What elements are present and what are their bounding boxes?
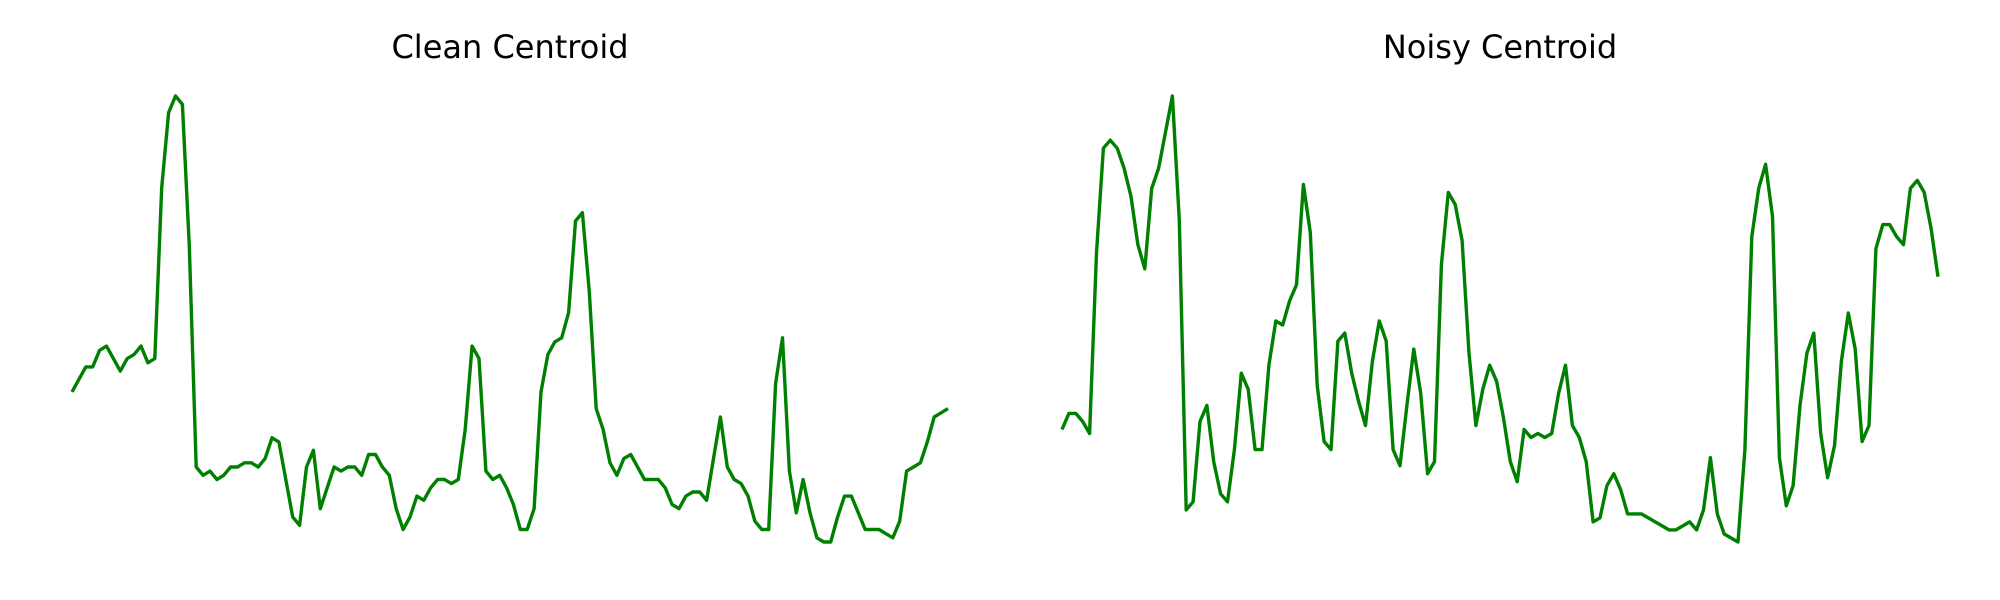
chart-clean-centroid: Clean Centroid (70, 28, 949, 544)
series-line-noisy (1060, 94, 1940, 544)
series-line-clean (70, 94, 949, 544)
chart-title-clean: Clean Centroid (391, 28, 628, 66)
chart-title-noisy: Noisy Centroid (1383, 28, 1617, 66)
chart-noisy-centroid: Noisy Centroid (1060, 28, 1940, 544)
